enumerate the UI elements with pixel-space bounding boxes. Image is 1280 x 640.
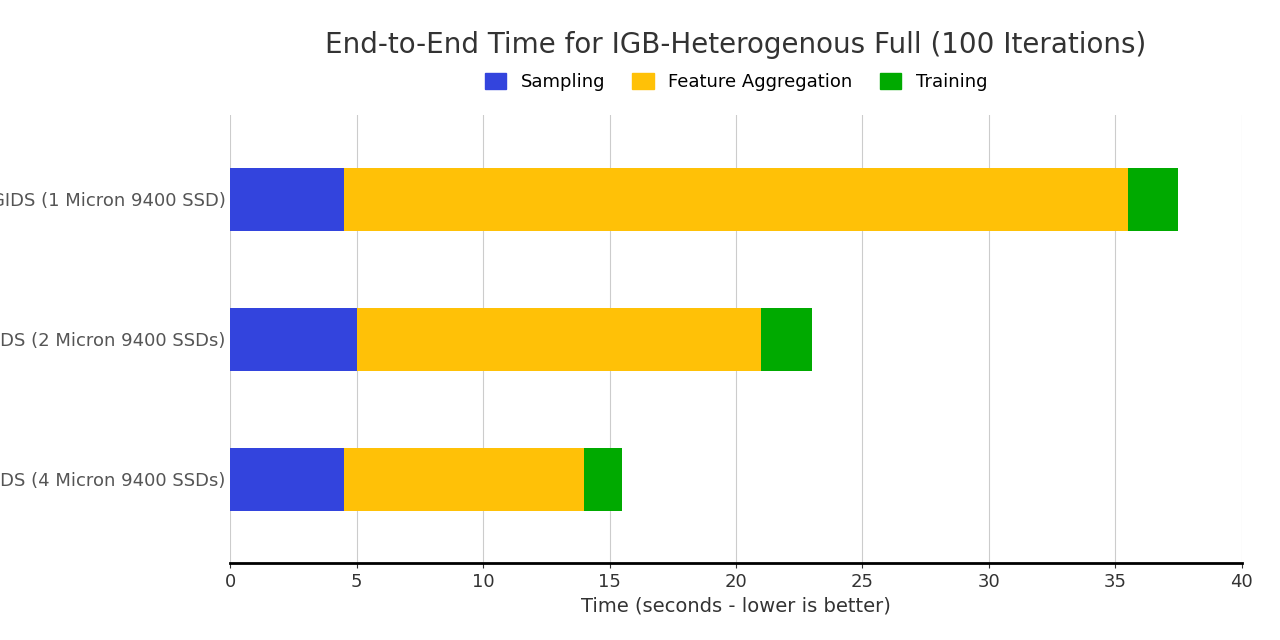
Bar (230, 308, 357, 371)
Bar (584, 448, 622, 511)
Bar (344, 448, 584, 511)
Bar (230, 168, 344, 230)
Legend: Sampling, Feature Aggregation, Training: Sampling, Feature Aggregation, Training (477, 66, 995, 99)
Bar (230, 448, 344, 511)
Bar (357, 308, 762, 371)
Title: End-to-End Time for IGB-Heterogenous Full (100 Iterations): End-to-End Time for IGB-Heterogenous Ful… (325, 31, 1147, 59)
X-axis label: Time (seconds - lower is better): Time (seconds - lower is better) (581, 596, 891, 616)
Bar (1128, 168, 1179, 230)
Bar (344, 168, 1128, 230)
Bar (762, 308, 812, 371)
